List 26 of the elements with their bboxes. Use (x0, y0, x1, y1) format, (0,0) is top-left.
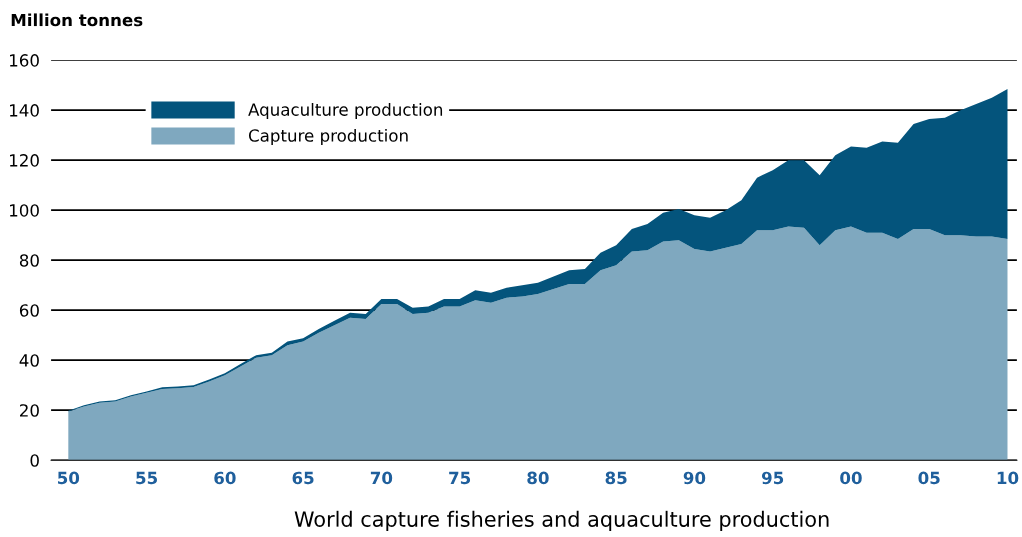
x-tick-label: 65 (292, 471, 314, 485)
y-tick-label: 140 (10, 104, 39, 117)
x-tick-label: 90 (683, 471, 706, 485)
x-tick-label: 80 (527, 471, 549, 485)
legend-label: Aquaculture production (248, 102, 443, 120)
y-tick-label: 0 (30, 454, 39, 467)
y-tick-label: 100 (10, 204, 39, 217)
y-tick-label: 20 (20, 404, 39, 417)
x-tick-label: 00 (840, 471, 862, 485)
y-axis-title: Million tonnes (11, 13, 143, 27)
y-tick-label: 60 (19, 304, 39, 317)
x-tick-label: 55 (136, 471, 158, 485)
y-tick-label: 160 (10, 54, 39, 67)
x-tick-label: 05 (918, 471, 940, 485)
y-tick-label: 120 (10, 154, 39, 167)
y-tick-label: 40 (19, 354, 39, 367)
text: World capture fisheries and aquaculture production (294, 510, 829, 531)
x-tick-label: 95 (761, 471, 784, 485)
legend-label: Capture production (248, 128, 408, 146)
x-tick-label: 70 (370, 471, 393, 485)
x-tick-label: 10 (997, 471, 1019, 485)
x-tick-label: 60 (214, 471, 236, 485)
x-tick-label: 75 (449, 471, 471, 485)
x-tick-label: 50 (58, 471, 80, 485)
x-tick-label: 85 (605, 471, 627, 485)
y-tick-label: 80 (19, 254, 39, 267)
